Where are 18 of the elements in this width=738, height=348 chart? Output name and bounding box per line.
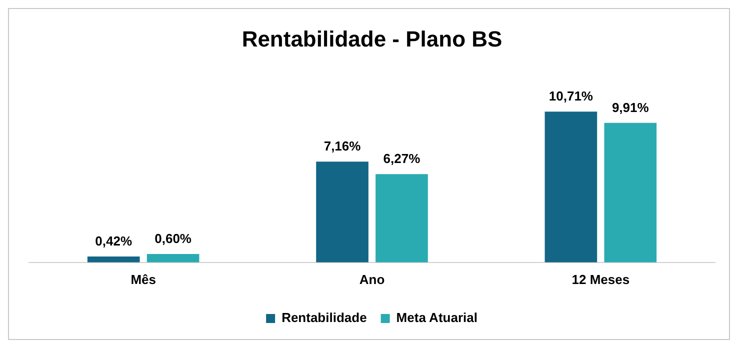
data-label: 7,16%: [324, 138, 362, 154]
legend-label: Rentabilidade: [282, 310, 367, 326]
x-tick-label: 12 Meses: [572, 272, 630, 287]
bar: [376, 174, 428, 262]
bar: [87, 256, 140, 262]
bar: [544, 112, 598, 262]
bar: [604, 122, 657, 262]
data-label: 6,27%: [383, 151, 421, 166]
x-tick-label: Mês: [130, 272, 156, 287]
legend-label: Meta Atuarial: [396, 310, 478, 326]
data-label: 10,71%: [548, 88, 594, 104]
data-label: 0,42%: [95, 234, 132, 249]
chart-title: Rentabilidade - Plano BS: [242, 26, 502, 52]
x-tick-label: Ano: [359, 272, 385, 287]
bar: [146, 254, 200, 262]
data-label: 0,60%: [154, 231, 192, 246]
bar: [316, 162, 368, 262]
data-label: 9,91%: [612, 100, 650, 115]
